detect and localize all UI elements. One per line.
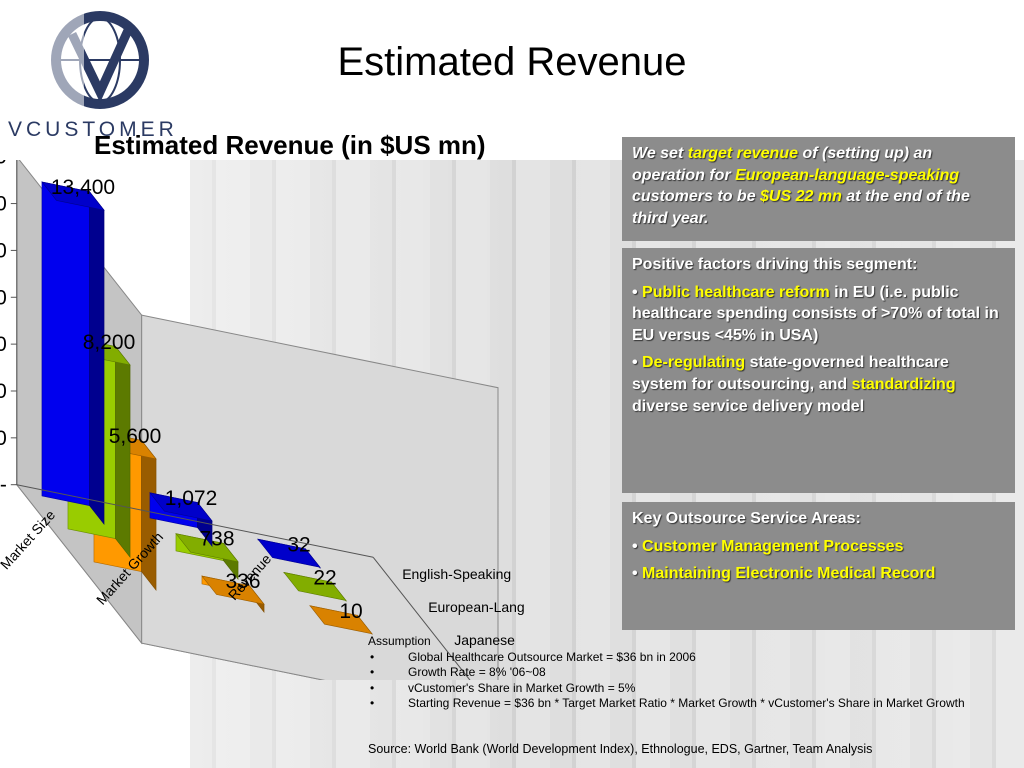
series-label: European-Lang <box>428 599 525 615</box>
assumption-item: vCustomer's Share in Market Growth = 5% <box>368 681 1018 697</box>
assumption-item: Global Healthcare Outsource Market = $36… <box>368 650 1018 666</box>
service-areas-panel: Key Outsource Service Areas: • Customer … <box>622 502 1015 630</box>
source-note: Source: World Bank (World Development In… <box>368 742 873 756</box>
y-tick-label: 2,000 <box>0 427 7 450</box>
positive-factors-panel: Positive factors driving this segment: •… <box>622 248 1015 493</box>
bar-top-face <box>41 181 105 211</box>
bar-side-face <box>89 190 105 525</box>
bar <box>41 181 105 525</box>
data-label: 22 <box>313 566 336 589</box>
bar <box>257 538 321 569</box>
y-tick-label: 8,000 <box>0 286 7 309</box>
bar-top-face <box>309 605 373 635</box>
y-tick-label: 6,000 <box>0 333 7 356</box>
data-label: 8,200 <box>83 331 136 354</box>
y-tick-label: 4,000 <box>0 380 7 403</box>
depth-axis-line <box>372 556 471 680</box>
assumption-item: Starting Revenue = $36 bn * Target Marke… <box>368 696 1018 712</box>
bar <box>309 605 373 635</box>
assumptions: Assumption Global Healthcare Outsource M… <box>368 634 1018 712</box>
factors-heading: Positive factors driving this segment: <box>632 256 918 273</box>
x-axis-line <box>16 484 374 558</box>
factor-item: • Public healthcare reform in EU (i.e. p… <box>632 283 999 344</box>
data-label: 1,072 <box>165 487 218 510</box>
chart-title: Estimated Revenue (in $US mn) <box>94 130 486 160</box>
target-revenue-panel: We set target revenue of (setting up) an… <box>622 137 1015 241</box>
data-label: 32 <box>287 533 310 556</box>
y-axis: - 2,000 4,000 6,000 8,000 10,000 12,000 14,000 <box>0 160 18 497</box>
bar-top-face <box>257 538 321 568</box>
bar-top-face <box>283 571 347 602</box>
bar <box>175 533 239 580</box>
areas-heading: Key Outsource Service Areas: <box>632 510 861 527</box>
y-tick-label: - <box>0 474 7 497</box>
area-item: • Customer Management Processes <box>632 537 904 555</box>
y-tick-label: 10,000 <box>0 239 7 262</box>
data-label: 10 <box>339 600 362 623</box>
series-axis: English-Speaking European-Lang Japanese <box>372 556 525 680</box>
revenue-3d-bar-chart: -2,0004,0006,0008,00010,00012,00014,000 … <box>0 160 525 680</box>
area-item: • Maintaining Electronic Medical Record <box>632 565 936 583</box>
series-label: Japanese <box>454 632 515 648</box>
y-tick-label: 14,000 <box>0 160 7 169</box>
bar <box>201 575 265 613</box>
data-label: 13,400 <box>51 176 115 199</box>
category-label: Market Size <box>0 507 58 573</box>
y-tick-label: 12,000 <box>0 193 7 216</box>
data-label: 5,600 <box>109 425 162 448</box>
vcustomer-logo: VCUSTOMER <box>0 0 190 150</box>
data-labels: 5,600 336 10 8,200 738 22 13,400 1,072 32 <box>51 176 363 623</box>
data-label: 336 <box>225 570 260 593</box>
page-title: Estimated Revenue <box>337 40 687 84</box>
series-label: English-Speaking <box>402 566 511 582</box>
factor-item: • De-regulating state-governed healthcar… <box>632 354 956 415</box>
assumptions-heading: Assumption <box>368 634 431 648</box>
bar-top-face <box>149 492 213 522</box>
assumption-item: Growth Rate = 8% '06~08 <box>368 665 1018 681</box>
bar-top-face <box>201 575 265 605</box>
bar-side-face <box>115 345 131 558</box>
bar <box>283 571 347 602</box>
data-label: 738 <box>199 528 234 551</box>
logo-text: VCUSTOMER <box>8 118 178 141</box>
